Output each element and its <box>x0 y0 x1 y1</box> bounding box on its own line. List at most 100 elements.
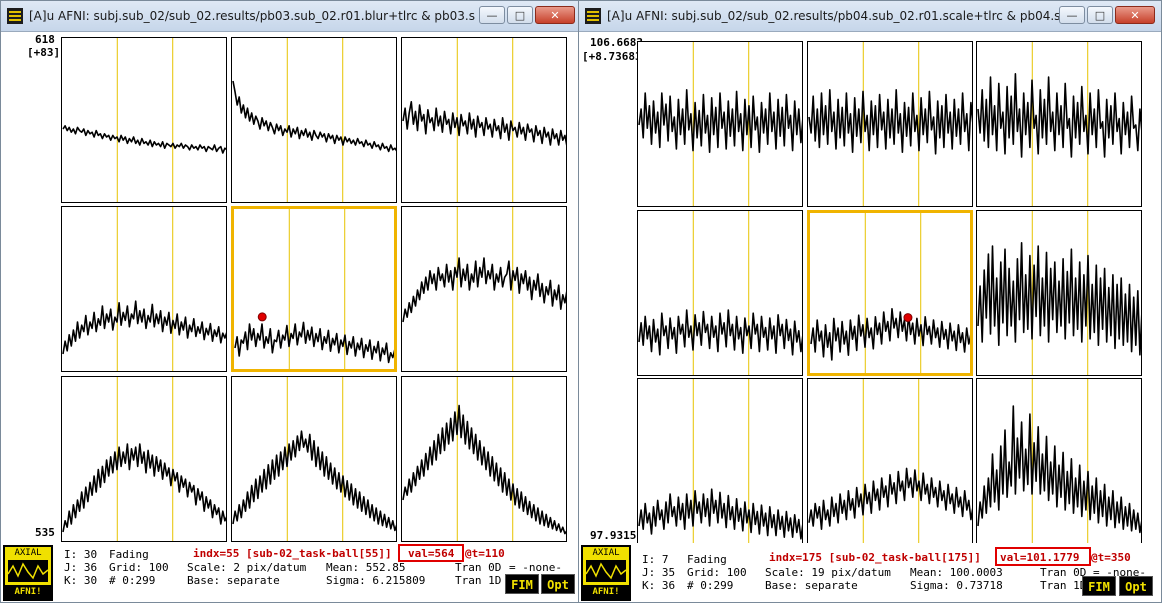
coord-j: J: 35 <box>642 566 676 579</box>
maximize-icon[interactable]: □ <box>1087 6 1113 24</box>
time-readout: @t=110 <box>465 547 505 560</box>
coord-i: I: 30 <box>64 548 98 561</box>
control-bar: AXIAL AFNI! I: 30 J: 36 K: 30 Fading Gri… <box>1 543 581 602</box>
logo-axial-text: AXIAL <box>14 548 42 558</box>
scale-label[interactable]: Scale: 2 pix/datum <box>187 561 307 574</box>
time-series-plot <box>977 211 1141 375</box>
minimize-icon[interactable]: — <box>479 6 505 24</box>
graph-cell-selected[interactable] <box>231 206 397 372</box>
voxel-time-series-line <box>977 72 1141 158</box>
time-series-plot <box>402 38 566 202</box>
graph-cell[interactable] <box>637 41 803 207</box>
time-series-plot <box>977 42 1141 206</box>
window-controls: — □ ✕ <box>479 6 575 24</box>
axial-logo[interactable]: AXIAL AFNI! <box>581 545 631 601</box>
voxel-time-series-line <box>402 404 566 535</box>
opt-button[interactable]: Opt <box>541 574 575 594</box>
time-series-plot <box>402 207 566 371</box>
coord-j: J: 36 <box>64 561 98 574</box>
graph-cell[interactable] <box>401 206 567 372</box>
voxel-time-series-line <box>62 443 226 533</box>
time-series-plot <box>638 211 802 375</box>
index-range[interactable]: # 0:299 <box>109 574 156 587</box>
minimize-icon[interactable]: — <box>1059 6 1085 24</box>
index-range[interactable]: # 0:299 <box>687 579 734 592</box>
title-bar[interactable]: [A]u AFNI: subj.sub_02/sub_02.results/pb… <box>579 1 1161 32</box>
graph-cell[interactable] <box>976 41 1142 207</box>
value-readout: val=564 <box>408 547 455 560</box>
graph-matrix[interactable]: 618 [+83] 535 <box>1 32 581 543</box>
time-series-plot <box>62 377 226 541</box>
title-bar[interactable]: [A]u AFNI: subj.sub_02/sub_02.results/pb… <box>1 1 581 32</box>
close-icon[interactable]: ✕ <box>535 6 575 24</box>
graph-cell-selected[interactable] <box>807 210 973 376</box>
y-axis-range-label: [+8.736839] <box>582 50 655 63</box>
graph-cell[interactable] <box>61 206 227 372</box>
tran-0d[interactable]: Tran 0D <box>1040 566 1087 579</box>
maximize-icon[interactable]: □ <box>507 6 533 24</box>
red-dot-icon <box>903 313 913 323</box>
graph-cell[interactable] <box>401 376 567 542</box>
coord-k: K: 36 <box>642 579 676 592</box>
graph-cell[interactable] <box>976 378 1142 544</box>
value-readout: val=101.1779 <box>1000 551 1080 564</box>
graph-cell[interactable] <box>61 376 227 542</box>
voxel-time-series-line <box>402 100 566 146</box>
tran-none: = -none- <box>1093 566 1146 579</box>
time-series-plot <box>638 42 802 206</box>
graph-cell[interactable] <box>637 210 803 376</box>
grid-label[interactable]: Grid: 100 <box>687 566 747 579</box>
afni-graph-window-right: [A]u AFNI: subj.sub_02/sub_02.results/pb… <box>578 0 1162 603</box>
base-label[interactable]: Base: separate <box>765 579 858 592</box>
time-series-plot <box>810 213 970 373</box>
graph-cell[interactable] <box>637 378 803 544</box>
close-icon[interactable]: ✕ <box>1115 6 1155 24</box>
fim-button[interactable]: FIM <box>1082 576 1116 596</box>
fading-label[interactable]: Fading <box>109 548 149 561</box>
fading-label[interactable]: Fading <box>687 553 727 566</box>
voxel-time-series-line <box>234 321 394 364</box>
tran-0d[interactable]: Tran 0D <box>455 561 502 574</box>
voxel-time-series-line <box>808 88 972 155</box>
opt-button[interactable]: Opt <box>1119 576 1153 596</box>
time-series-plot <box>232 377 396 541</box>
control-bar: AXIAL AFNI! I: 7 J: 35 K: 36 Fading Grid… <box>579 543 1161 602</box>
voxel-time-series-line <box>402 257 566 323</box>
voxel-time-series-line <box>62 300 226 355</box>
voxel-time-series-line <box>977 405 1141 534</box>
voxel-time-series-line <box>62 125 226 154</box>
window-controls: — □ ✕ <box>1059 6 1155 24</box>
graph-cell[interactable] <box>807 41 973 207</box>
sigma-stat: Sigma: 6.215809 <box>326 574 426 587</box>
voxel-time-series-line <box>638 88 802 153</box>
afni-graph-window-left: [A]u AFNI: subj.sub_02/sub_02.results/pb… <box>0 0 582 603</box>
grid-label[interactable]: Grid: 100 <box>109 561 169 574</box>
value-highlight <box>995 547 1091 566</box>
scale-label[interactable]: Scale: 19 pix/datum <box>765 566 891 579</box>
afni-app-icon <box>585 8 601 24</box>
graph-cell[interactable] <box>976 210 1142 376</box>
mean-stat: Mean: 100.0003 <box>910 566 1003 579</box>
axial-logo[interactable]: AXIAL AFNI! <box>3 545 53 601</box>
graph-cell[interactable] <box>231 376 397 542</box>
voxel-time-series-line <box>232 80 396 153</box>
voxel-time-series-line <box>977 241 1141 356</box>
window-title: [A]u AFNI: subj.sub_02/sub_02.results/pb… <box>607 9 1065 23</box>
red-dot-icon <box>257 312 267 322</box>
fim-button[interactable]: FIM <box>505 574 539 594</box>
time-readout: @t=350 <box>1091 551 1131 564</box>
tran-1d[interactable]: Tran 1D <box>455 574 502 587</box>
logo-afni-text: AFNI! <box>5 585 51 599</box>
graph-matrix[interactable]: 106.6683 [+8.736839] 97.9315 <box>579 32 1161 544</box>
logo-axial-text: AXIAL <box>592 548 620 558</box>
voxel-time-series-line <box>810 308 970 361</box>
voxel-time-series-line <box>808 467 972 530</box>
base-label[interactable]: Base: separate <box>187 574 280 587</box>
y-axis-bottom-label: 535 <box>35 526 55 539</box>
graph-cell[interactable] <box>61 37 227 203</box>
graph-cell[interactable] <box>807 378 973 544</box>
y-axis-top-label: 618 <box>35 33 55 46</box>
graph-cell[interactable] <box>231 37 397 203</box>
graph-cell[interactable] <box>401 37 567 203</box>
tran-1d[interactable]: Tran 1D <box>1040 579 1087 592</box>
